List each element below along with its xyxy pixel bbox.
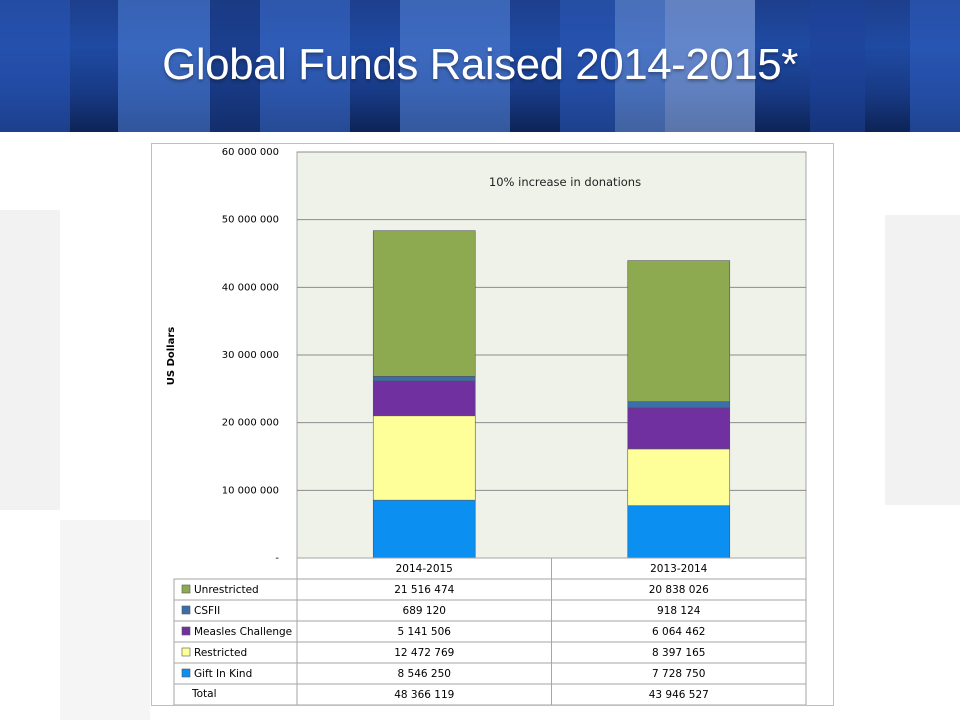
data-label: 7 728 750 <box>652 668 705 680</box>
data-label: 6 064 462 <box>652 626 705 638</box>
legend-label: Restricted <box>194 647 247 659</box>
data-label: 8 546 250 <box>398 668 451 680</box>
y-tick-label: 40 000 000 <box>222 282 279 293</box>
background-tile <box>885 215 960 505</box>
y-tick-label: 50 000 000 <box>222 215 279 226</box>
total-label: Total <box>191 688 217 700</box>
y-tick-label: 30 000 000 <box>222 350 279 361</box>
data-label: 689 120 <box>403 605 446 617</box>
background-tile <box>0 210 60 510</box>
bar-measles-challenge <box>372 380 476 417</box>
table-row <box>173 599 807 622</box>
legend-label: CSFII <box>194 605 220 617</box>
y-tick-label: - <box>275 553 279 564</box>
total-value: 43 946 527 <box>649 689 709 701</box>
legend-swatch <box>181 668 191 678</box>
table-row <box>173 662 807 685</box>
slide-title: Global Funds Raised 2014-2015* <box>162 40 798 89</box>
legend-swatch <box>181 647 191 657</box>
bar-unrestricted <box>627 260 731 402</box>
legend-label: Gift In Kind <box>194 668 252 680</box>
total-value: 48 366 119 <box>394 689 454 701</box>
bar-csfii <box>372 376 476 382</box>
data-label: 12 472 769 <box>394 647 454 659</box>
legend-swatch <box>181 605 191 615</box>
legend-swatch <box>181 626 191 636</box>
x-tick-label: 2014-2015 <box>396 563 453 575</box>
bar-restricted <box>372 415 476 501</box>
y-axis-label: US Dollars <box>166 327 177 386</box>
data-label: 20 838 026 <box>649 584 709 596</box>
bar-restricted <box>627 448 731 507</box>
y-tick-label: 20 000 000 <box>222 418 279 429</box>
data-label: 21 516 474 <box>394 584 454 596</box>
table-total-row <box>173 683 807 706</box>
table-row <box>173 578 807 601</box>
stacked-bar-chart: - 10 000 000 20 000 000 30 000 000 40 000 00… <box>166 147 807 706</box>
legend-label: Unrestricted <box>194 584 259 596</box>
bar-unrestricted <box>372 230 476 377</box>
legend-swatch <box>181 584 191 594</box>
bar-measles-challenge <box>627 407 731 450</box>
header-banner: Global Funds Raised 2014-2015* <box>0 0 960 132</box>
y-tick-label: 10 000 000 <box>222 485 279 496</box>
chart-frame: - 10 000 000 20 000 000 30 000 000 40 000 00… <box>151 143 834 706</box>
x-tick-label: 2013-2014 <box>650 563 708 575</box>
bar-csfii <box>627 401 731 409</box>
table-row <box>173 641 807 664</box>
legend-label: Measles Challenge <box>194 626 292 638</box>
background-tile <box>60 520 150 720</box>
y-tick-label: 60 000 000 <box>222 147 279 158</box>
bar-gift-in-kind <box>627 505 731 559</box>
chart-annotation: 10% increase in donations <box>489 175 641 189</box>
bar-gift-in-kind <box>372 499 476 559</box>
data-label: 5 141 506 <box>398 626 452 638</box>
data-label: 8 397 165 <box>652 647 705 659</box>
data-label: 918 124 <box>657 605 701 617</box>
